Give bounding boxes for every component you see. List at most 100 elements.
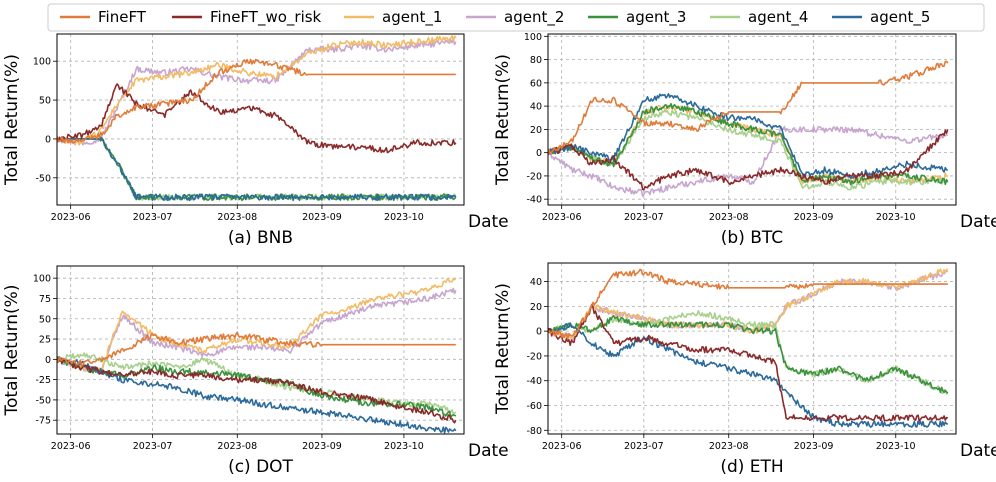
x-tick-label: 2023-07 [624, 441, 664, 452]
legend-item-FineFT: FineFT [60, 8, 147, 26]
y-tick-label: -20 [526, 351, 542, 362]
x-tick-label: 2023-06 [542, 212, 582, 223]
y-tick-label: -20 [526, 171, 542, 182]
y-tick-label: -50 [35, 173, 51, 184]
plot-frame [547, 262, 957, 435]
panel-caption: (c) DOT [228, 457, 293, 477]
y-tick-label: 80 [530, 55, 542, 66]
series-line-agent_5 [57, 136, 457, 202]
x-axis-label: Date [960, 441, 996, 461]
y-tick-label: -50 [35, 395, 51, 406]
legend-label: agent_1 [382, 8, 442, 27]
panel-caption: (d) ETH [720, 457, 783, 477]
y-axis-label: Total Return(%) [2, 54, 22, 186]
legend-label: agent_5 [870, 8, 930, 27]
y-tick-label: 25 [39, 335, 51, 346]
y-tick-label: 20 [530, 125, 542, 136]
series-line-FineFT [57, 331, 456, 368]
y-axis-label: Total Return(%) [493, 283, 513, 415]
y-tick-label: -40 [526, 376, 542, 387]
series-line-FineFT_wo_risk [548, 129, 949, 191]
series-line-FineFT_wo_risk [57, 357, 457, 424]
legend-label: agent_3 [626, 8, 686, 27]
y-tick-label: -40 [526, 195, 542, 206]
chart-panel-3: -75 -50 -25 0 25 50 75 100 2023-06 2023-07 2023-08… [2, 265, 509, 477]
legend-item-agent_5: agent_5 [832, 8, 930, 27]
x-tick-label: 2023-07 [133, 441, 173, 452]
series-line-agent_1 [548, 268, 949, 340]
y-tick-label: 75 [39, 294, 51, 305]
series-line-FineFT_wo_risk [57, 83, 457, 154]
legend-item-agent_2: agent_2 [466, 8, 564, 27]
y-tick-label: 0 [536, 327, 542, 338]
series-line-agent_2 [57, 38, 457, 146]
series-line-agent_5 [548, 322, 949, 428]
x-tick-label: 2023-06 [51, 441, 91, 452]
y-tick-label: 100 [33, 274, 51, 285]
panel-caption: (a) BNB [228, 228, 293, 248]
x-tick-label: 2023-10 [876, 212, 916, 223]
x-tick-label: 2023-08 [709, 441, 749, 452]
y-tick-label: 0 [536, 148, 542, 159]
legend-item-agent_4: agent_4 [710, 8, 808, 27]
legend: FineFT FineFT_wo_risk agent_1 agent_2 agent_… [47, 3, 985, 32]
series-line-agent_5 [57, 357, 457, 434]
y-tick-label: -80 [526, 426, 542, 437]
chart-panel-2: -40 -20 0 20 40 60 80 100 2023-06 2023-07 2023-08 2… [493, 32, 996, 248]
chart-panel-1: -50 0 50 100 2023-06 2023-07 2023-08 2023-09 202… [2, 33, 509, 248]
series-line-agent_1 [57, 277, 457, 374]
legend-label: agent_2 [504, 8, 564, 27]
series-line-agent_3 [548, 314, 949, 394]
y-tick-label: 0 [45, 134, 51, 145]
x-axis-label: Date [468, 212, 509, 232]
y-tick-label: 50 [39, 314, 51, 325]
x-tick-label: 2023-10 [876, 441, 916, 452]
series-line-FineFT [57, 58, 456, 144]
plot-frame [56, 265, 465, 435]
series-line-agent_1 [57, 35, 457, 146]
y-axis-label: Total Return(%) [2, 285, 22, 417]
x-tick-label: 2023-08 [217, 441, 257, 452]
x-tick-label: 2023-09 [794, 212, 834, 223]
plot-frame [547, 33, 957, 206]
chart-panel-4: -80 -60 -40 -20 0 20 40 2023-06 2023-07 2023-08 20… [493, 262, 996, 477]
legend-item-agent_1: agent_1 [344, 8, 442, 27]
legend-label: FineFT [98, 8, 147, 26]
legend-item-agent_3: agent_3 [588, 8, 686, 27]
legend-label: agent_4 [748, 8, 808, 27]
y-axis-label: Total Return(%) [493, 54, 513, 186]
x-tick-label: 2023-06 [51, 212, 91, 223]
x-tick-label: 2023-09 [794, 441, 834, 452]
y-tick-label: -25 [35, 375, 51, 386]
y-tick-label: 40 [530, 102, 542, 113]
x-tick-label: 2023-06 [542, 441, 582, 452]
series-line-agent_1 [548, 103, 948, 185]
y-tick-label: 60 [530, 78, 542, 89]
y-tick-label: 20 [530, 302, 542, 313]
x-tick-label: 2023-09 [302, 212, 342, 223]
x-tick-label: 2023-10 [384, 212, 424, 223]
plot-frame [56, 33, 465, 206]
series-line-agent_2 [548, 125, 949, 197]
legend-item-FineFT_wo_risk: FineFT_wo_risk [172, 8, 322, 27]
series-line-FineFT_wo_risk [548, 303, 948, 422]
series-line-FineFT [548, 60, 949, 156]
panel-caption: (b) BTC [721, 228, 783, 248]
y-tick-label: 40 [530, 277, 542, 288]
y-tick-label: 100 [524, 32, 542, 43]
series-line-FineFT [548, 268, 948, 340]
x-tick-label: 2023-08 [709, 212, 749, 223]
x-axis-label: Date [468, 441, 509, 461]
y-tick-label: 100 [33, 57, 51, 68]
x-tick-label: 2023-10 [384, 441, 424, 452]
legend-label: FineFT_wo_risk [210, 8, 322, 27]
x-tick-label: 2023-08 [217, 212, 257, 223]
series-line-agent_2 [57, 287, 457, 375]
legend-frame [47, 3, 985, 32]
y-tick-label: 0 [45, 355, 51, 366]
y-tick-label: -60 [526, 401, 542, 412]
series-line-agent_3 [548, 102, 949, 186]
y-tick-label: -75 [35, 416, 51, 427]
